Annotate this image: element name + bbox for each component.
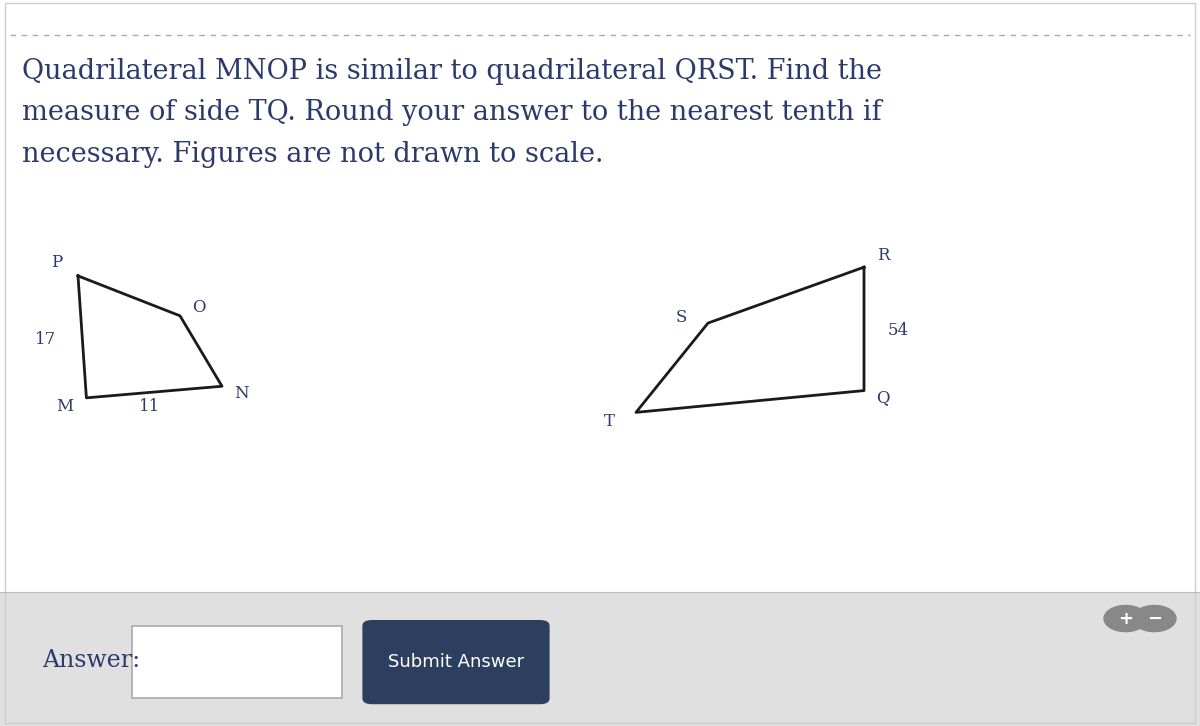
Text: −: − bbox=[1147, 610, 1162, 627]
FancyBboxPatch shape bbox=[0, 592, 1200, 726]
Text: measure of side TQ. Round your answer to the nearest tenth if: measure of side TQ. Round your answer to… bbox=[22, 99, 881, 126]
Text: 17: 17 bbox=[35, 331, 56, 348]
FancyBboxPatch shape bbox=[132, 626, 342, 698]
Text: P: P bbox=[50, 254, 62, 272]
Text: Quadrilateral MNOP is similar to quadrilateral QRST. Find the: Quadrilateral MNOP is similar to quadril… bbox=[22, 58, 882, 85]
Text: T: T bbox=[604, 412, 616, 430]
Text: O: O bbox=[192, 298, 206, 316]
Circle shape bbox=[1133, 605, 1176, 632]
Text: R: R bbox=[877, 247, 889, 264]
Text: Q: Q bbox=[876, 389, 890, 407]
Text: S: S bbox=[676, 309, 688, 326]
Text: Answer:: Answer: bbox=[42, 649, 140, 672]
Text: Submit Answer: Submit Answer bbox=[388, 653, 524, 671]
Circle shape bbox=[1104, 605, 1147, 632]
Text: 11: 11 bbox=[139, 398, 161, 415]
Text: 54: 54 bbox=[888, 322, 910, 339]
Text: +: + bbox=[1118, 610, 1133, 627]
FancyBboxPatch shape bbox=[362, 620, 550, 704]
Text: N: N bbox=[234, 385, 248, 402]
Text: necessary. Figures are not drawn to scale.: necessary. Figures are not drawn to scal… bbox=[22, 141, 604, 168]
Text: M: M bbox=[56, 398, 73, 415]
